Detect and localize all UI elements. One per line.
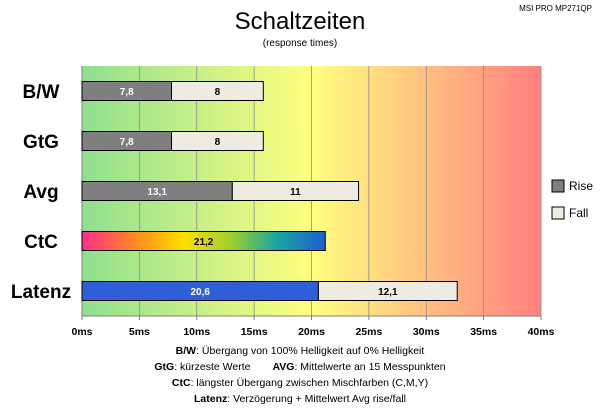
x-tick-label: 15ms (241, 326, 268, 338)
legend-swatch-rise (551, 179, 565, 193)
x-tick-label: 20ms (298, 326, 325, 338)
note-bw: B/W: Übergang von 100% Helligkeit auf 0%… (0, 343, 600, 359)
note-latenz: Latenz: Verzögerung + Mittelwert Avg ris… (0, 391, 600, 407)
data-label-latenz-add: 12,1 (378, 287, 398, 298)
data-label-fall: 11 (290, 187, 301, 198)
data-label-fall: 8 (215, 87, 221, 98)
note-ctc-key: CtC (171, 377, 191, 389)
x-tick-labels: 0ms 5ms 10ms 15ms 20ms 25ms 30ms 35ms 40ms (71, 326, 554, 338)
category-labels: B/W GtG Avg CtC Latenz (11, 82, 71, 303)
note-avg-key: AVG (272, 361, 295, 373)
legend-label-rise: Rise (569, 179, 593, 193)
note-gtg-text: : kürzeste Werte (174, 361, 251, 373)
x-tick-label: 10ms (183, 326, 210, 338)
bar-fall (231, 181, 360, 201)
category-label: Latenz (11, 282, 71, 303)
x-tick-label: 0ms (71, 326, 92, 338)
data-label-ctc: 21,2 (194, 237, 214, 248)
bars: 7,8 8 7,8 8 13,1 11 21,2 20,6 12,1 (81, 81, 458, 301)
bar-fall (171, 81, 264, 101)
legend-swatch-fall (551, 206, 565, 220)
response-time-chart: Schaltzeiten (response times) MSI PRO MP… (11, 4, 593, 338)
bar-fall (171, 131, 264, 151)
legend-label-fall: Fall (569, 206, 588, 220)
bar-ctc (81, 231, 326, 251)
note-ctc-text: : längster Übergang zwischen Mischfarben… (190, 377, 429, 389)
chart-title: Schaltzeiten (235, 8, 366, 35)
footnotes: B/W: Übergang von 100% Helligkeit auf 0%… (0, 343, 600, 407)
category-label: Avg (23, 182, 58, 203)
data-label-rise: 13,1 (147, 187, 167, 198)
category-label: GtG (23, 132, 59, 153)
category-label: CtC (24, 232, 58, 253)
note-gtg-key: GtG (154, 361, 175, 373)
data-label-fall: 8 (215, 137, 221, 148)
note-avg-text: : Mittelwerte an 15 Messpunkten (294, 361, 446, 373)
category-label: B/W (23, 82, 60, 103)
note-ctc: CtC: längster Übergang zwischen Mischfar… (0, 375, 600, 391)
bar-latenz-add (317, 281, 458, 301)
legend: Rise Fall (551, 179, 593, 220)
note-gtg-avg: GtG: kürzeste Werte AVG: Mittelwerte an 1… (0, 359, 600, 375)
note-latenz-text: : Verzögerung + Mittelwert Avg rise/fall (227, 393, 406, 405)
monitor-model: MSI PRO MP271QP (519, 4, 592, 13)
x-tick-label: 40ms (528, 326, 555, 338)
data-label-rise: 7,8 (120, 137, 134, 148)
note-bw-key: B/W (175, 345, 197, 357)
note-bw-text: : Übergang von 100% Helligkeit auf 0% He… (196, 345, 425, 357)
x-tick-label: 30ms (413, 326, 440, 338)
data-label-rise: 7,8 (120, 87, 134, 98)
data-label-latenz-base: 20,6 (190, 287, 210, 298)
x-tick-label: 5ms (129, 326, 150, 338)
chart-subtitle: (response times) (263, 38, 337, 49)
x-tick-label: 35ms (470, 326, 497, 338)
note-latenz-key: Latenz (194, 393, 228, 405)
x-tick-label: 25ms (355, 326, 382, 338)
